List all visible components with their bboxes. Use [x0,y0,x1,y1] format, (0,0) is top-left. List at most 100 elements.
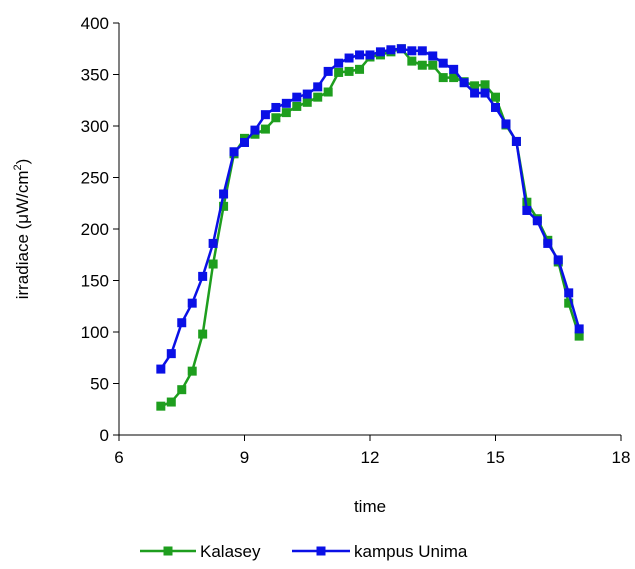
x-axis-title: time [354,497,386,516]
data-point-kampus-unima [219,189,229,199]
data-point-kalasey [313,92,323,102]
series-kalasey [156,44,584,411]
data-point-kalasey [574,331,584,341]
y-tick-label: 250 [81,169,109,188]
data-point-kalasey [302,97,312,107]
data-point-kalasey [480,80,490,90]
data-point-kampus-unima [229,147,239,157]
data-point-kampus-unima [355,50,365,60]
data-point-kalasey [323,87,333,97]
data-point-kampus-unima [208,238,218,248]
legend-label-kampus-unima: kampus Unima [354,542,468,561]
x-tick-label: 6 [114,448,123,467]
data-point-kalasey [208,259,218,269]
x-tick-label: 9 [240,448,249,467]
data-point-kampus-unima [240,137,249,147]
data-point-kampus-unima [260,110,270,120]
data-point-kampus-unima [501,119,511,129]
data-point-kalasey [292,101,302,111]
legend: Kalasey kampus Unima [140,542,468,561]
x-ticks: 6 9 12 15 18 [114,435,630,467]
data-point-kampus-unima [511,136,521,146]
data-point-kampus-unima [250,125,260,135]
data-point-kalasey [491,92,500,102]
data-point-kalasey [355,64,365,74]
data-point-kalasey [260,124,270,134]
data-point-kampus-unima [417,46,427,56]
y-ticks: 0 50 100 150 200 250 300 350 400 [81,14,119,445]
y-axis-title-main: irradiace (μW/cm [13,170,32,299]
data-point-kalasey [407,56,417,66]
series-layer [156,44,584,411]
data-point-kalasey [564,298,574,308]
y-tick-label: 300 [81,117,109,136]
data-point-kampus-unima [459,78,469,88]
data-point-kalasey [166,397,176,407]
data-point-kalasey [428,60,438,70]
data-point-kalasey [271,113,281,123]
data-point-kampus-unima [438,58,448,68]
data-point-kampus-unima [281,98,291,108]
y-axis-title-superscript: 2 [12,164,24,170]
data-point-kampus-unima [407,46,417,56]
data-point-kalasey [344,66,354,76]
legend-item-kalasey: Kalasey [140,542,261,561]
data-point-kalasey [219,201,229,211]
x-tick-label: 12 [361,448,380,467]
data-point-kalasey [470,81,480,91]
data-point-kampus-unima [522,205,532,215]
data-point-kampus-unima [386,45,396,55]
data-point-kampus-unima [365,50,375,60]
y-tick-label: 100 [81,323,109,342]
data-point-kampus-unima [564,288,574,298]
data-point-kampus-unima [470,88,480,98]
x-tick-label: 15 [486,448,505,467]
data-point-kampus-unima [532,216,542,226]
data-point-kampus-unima [543,238,553,248]
legend-item-kampus-unima: kampus Unima [292,542,468,561]
data-point-kampus-unima [334,58,344,68]
data-point-kalasey [281,108,291,118]
y-tick-label: 200 [81,220,109,239]
data-point-kampus-unima [574,324,584,334]
data-point-kampus-unima [177,318,187,328]
data-point-kampus-unima [375,47,385,57]
data-point-kampus-unima [396,44,406,54]
data-point-kampus-unima [491,102,500,112]
data-point-kampus-unima [198,271,208,281]
legend-marker-kampus-unima [316,546,326,556]
data-point-kampus-unima [302,89,312,99]
x-tick-label: 18 [612,448,631,467]
y-tick-label: 0 [100,426,109,445]
y-tick-label: 350 [81,66,109,85]
data-point-kampus-unima [480,88,490,98]
y-tick-label: 150 [81,272,109,291]
data-point-kampus-unima [166,349,176,359]
legend-label-kalasey: Kalasey [200,542,261,561]
series-kampus-unima [156,44,584,374]
data-point-kalasey [438,73,448,83]
data-point-kampus-unima [428,51,438,61]
data-point-kalasey [156,401,166,411]
legend-marker-kalasey [163,546,173,556]
data-point-kampus-unima [553,255,563,265]
y-axis-title: irradiace (μW/cm2) [12,159,32,300]
data-point-kampus-unima [313,82,323,92]
data-point-kampus-unima [449,64,459,74]
data-point-kalasey [449,73,459,83]
data-point-kampus-unima [323,66,333,76]
y-tick-label: 50 [90,375,109,394]
data-point-kampus-unima [344,53,354,63]
y-axis-title-close: ) [13,159,32,165]
y-tick-label: 400 [81,14,109,33]
data-point-kampus-unima [187,298,197,308]
data-point-kalasey [334,67,344,77]
data-point-kalasey [177,385,187,395]
data-point-kampus-unima [292,92,302,102]
data-point-kampus-unima [156,364,166,374]
data-point-kalasey [187,366,197,376]
data-point-kampus-unima [271,102,281,112]
series-line-kalasey [160,47,581,408]
data-point-kalasey [198,329,208,339]
